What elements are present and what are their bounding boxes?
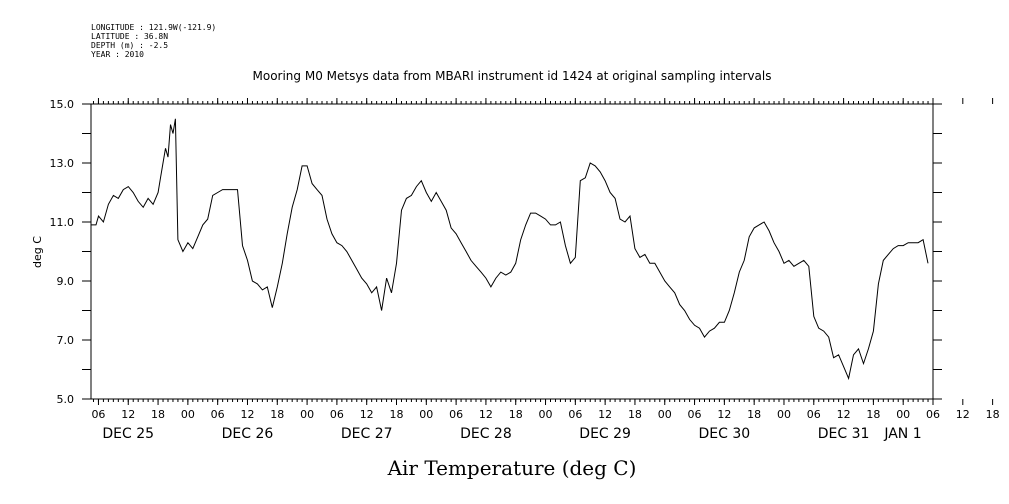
x-tick-label: 12 [121,408,135,421]
x-day-label: DEC 30 [699,426,751,442]
y-tick-label: 5.0 [57,393,75,406]
y-tick-label: 15.0 [50,98,75,111]
plot-frame [90,103,934,400]
x-tick-label: 06 [688,408,702,421]
axes-layer: 06 12 18 00 06 12 18 00 06 12 18 00 06 12 18 00 06 12 18 00… [50,98,1000,442]
x-tick-label: 12 [240,408,254,421]
x-tick-label: 00 [896,408,910,421]
x-day-label: DEC 25 [102,426,154,442]
x-tick-label: 18 [390,408,404,421]
latitude-text: LATITUDE : 36.8N [91,32,168,41]
y-tick-label: 7.0 [57,334,75,347]
y-tick-label: 11.0 [50,216,75,229]
y-tick-label: 13.0 [50,157,75,170]
x-day-label: DEC 31 [818,426,870,442]
x-tick-label: 18 [151,408,165,421]
x-day-label: DEC 26 [222,426,274,442]
x-day-label: JAN 1 [883,426,921,442]
x-tick-label: 00 [539,408,553,421]
x-tick-label: 18 [270,408,284,421]
line-layer [91,118,929,381]
x-tick-label: 12 [717,408,731,421]
longitude-text: LONGITUDE : 121.9W(-121.9) [91,23,216,32]
chart-title: Mooring M0 Metsys data from MBARI instru… [253,69,772,83]
x-tick-label: 06 [926,408,940,421]
x-tick-label: 18 [509,408,523,421]
x-tick-label: 12 [360,408,374,421]
x-axis-label: Air Temperature (deg C) [387,456,637,480]
year-text: YEAR : 2010 [91,50,144,59]
x-tick-label: 06 [211,408,225,421]
x-tick-label: 18 [866,408,880,421]
x-day-label: DEC 29 [579,426,631,442]
y-tick-label: 9.0 [57,275,75,288]
air-temperature-series [91,118,929,381]
depth-text: DEPTH (m) : -2.5 [91,41,168,50]
x-tick-label: 00 [300,408,314,421]
x-day-label: DEC 28 [460,426,512,442]
x-tick-label: 06 [807,408,821,421]
x-tick-label: 18 [986,408,1000,421]
x-tick-label: 00 [777,408,791,421]
x-tick-label: 12 [837,408,851,421]
x-day-label: DEC 27 [341,426,393,442]
x-tick-label: 12 [956,408,970,421]
x-tick-label: 18 [628,408,642,421]
x-tick-label: 12 [479,408,493,421]
y-axis-label: deg C [31,236,44,268]
x-tick-label: 00 [658,408,672,421]
x-tick-label: 06 [91,408,105,421]
x-tick-label: 06 [568,408,582,421]
x-tick-label: 06 [330,408,344,421]
x-tick-label: 18 [747,408,761,421]
x-tick-label: 12 [598,408,612,421]
x-tick-label: 00 [181,408,195,421]
x-tick-label: 00 [419,408,433,421]
x-tick-label: 06 [449,408,463,421]
